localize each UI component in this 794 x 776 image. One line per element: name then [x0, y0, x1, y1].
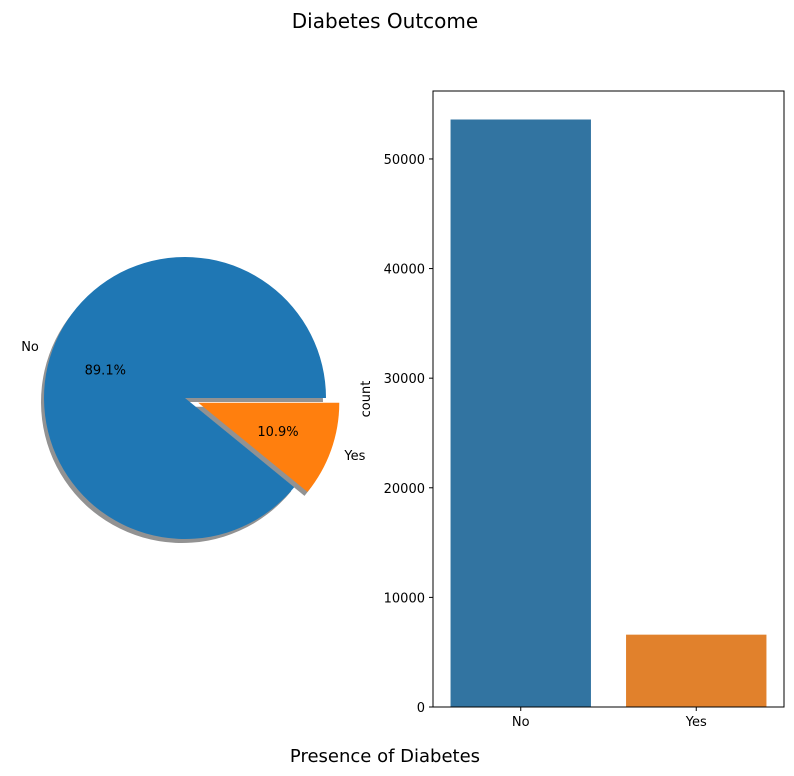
pie-label-yes: Yes [343, 449, 365, 464]
bar-chart: No Yes 0 10000 20000 30000 40000 50000 count [359, 90, 785, 730]
y-tick-label-0: 0 [417, 701, 425, 716]
y-tick-label-50000: 50000 [384, 153, 425, 168]
y-tick-label-20000: 20000 [384, 482, 425, 497]
y-tick-label-30000: 30000 [384, 372, 425, 387]
x-tick-label-no: No [512, 715, 530, 730]
figure-title: Diabetes Outcome [292, 9, 478, 33]
bar-yes [626, 634, 767, 707]
y-tick-label-10000: 10000 [384, 591, 425, 606]
pie-pct-label-no: 89.1% [85, 364, 126, 379]
y-tick-label-40000: 40000 [384, 263, 425, 278]
pie-slice-no [44, 256, 326, 539]
pie-chart: No 89.1% Yes 10.9% [21, 256, 366, 543]
bar-no [450, 119, 591, 707]
pie-label-no: No [21, 340, 39, 355]
y-axis-label: count [359, 381, 374, 418]
pie-pct-label-yes: 10.9% [257, 425, 298, 440]
figure-xlabel: Presence of Diabetes [290, 746, 480, 767]
pie-slice-yes [198, 402, 340, 492]
bar-plot-frame [432, 90, 785, 708]
x-tick-label-yes: Yes [685, 715, 707, 730]
